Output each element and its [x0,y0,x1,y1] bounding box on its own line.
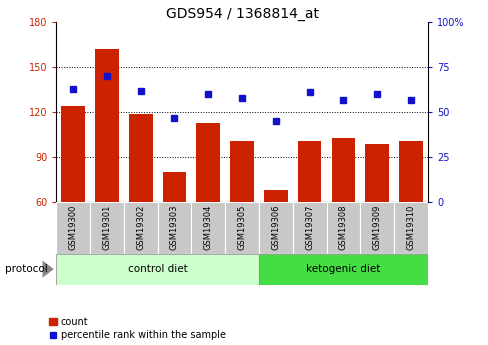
Bar [259,254,427,285]
Bar [56,254,259,285]
Bar [393,202,427,254]
Bar [259,202,292,254]
Bar [398,140,422,202]
Text: control diet: control diet [127,264,187,274]
Text: GSM19305: GSM19305 [237,205,246,250]
Text: GSM19307: GSM19307 [305,205,313,250]
Bar [196,122,220,202]
Text: GSM19304: GSM19304 [203,205,212,250]
Bar [123,202,157,254]
Bar [61,106,85,202]
Bar [56,202,90,254]
Bar [230,140,253,202]
Bar [360,202,393,254]
Text: protocol: protocol [5,264,47,274]
Bar [95,49,119,202]
Text: GSM19309: GSM19309 [372,205,381,250]
Text: GSM19303: GSM19303 [170,205,179,250]
Text: ketogenic diet: ketogenic diet [305,264,380,274]
Bar [297,140,321,202]
Title: GDS954 / 1368814_at: GDS954 / 1368814_at [165,7,318,21]
Text: GSM19306: GSM19306 [271,205,280,250]
Bar [292,202,326,254]
Bar [157,202,191,254]
Bar [331,138,354,202]
Bar [191,202,224,254]
Bar [264,190,287,202]
Bar [365,144,388,202]
Text: GSM19301: GSM19301 [102,205,111,250]
Text: GSM19300: GSM19300 [68,205,78,250]
Text: GSM19308: GSM19308 [338,205,347,250]
Bar [163,172,186,202]
Bar [129,114,152,202]
Text: GSM19310: GSM19310 [406,205,415,250]
Text: GSM19302: GSM19302 [136,205,145,250]
Legend: count, percentile rank within the sample: count, percentile rank within the sample [49,317,225,340]
Bar [326,202,360,254]
Bar [90,202,123,254]
Bar [224,202,259,254]
